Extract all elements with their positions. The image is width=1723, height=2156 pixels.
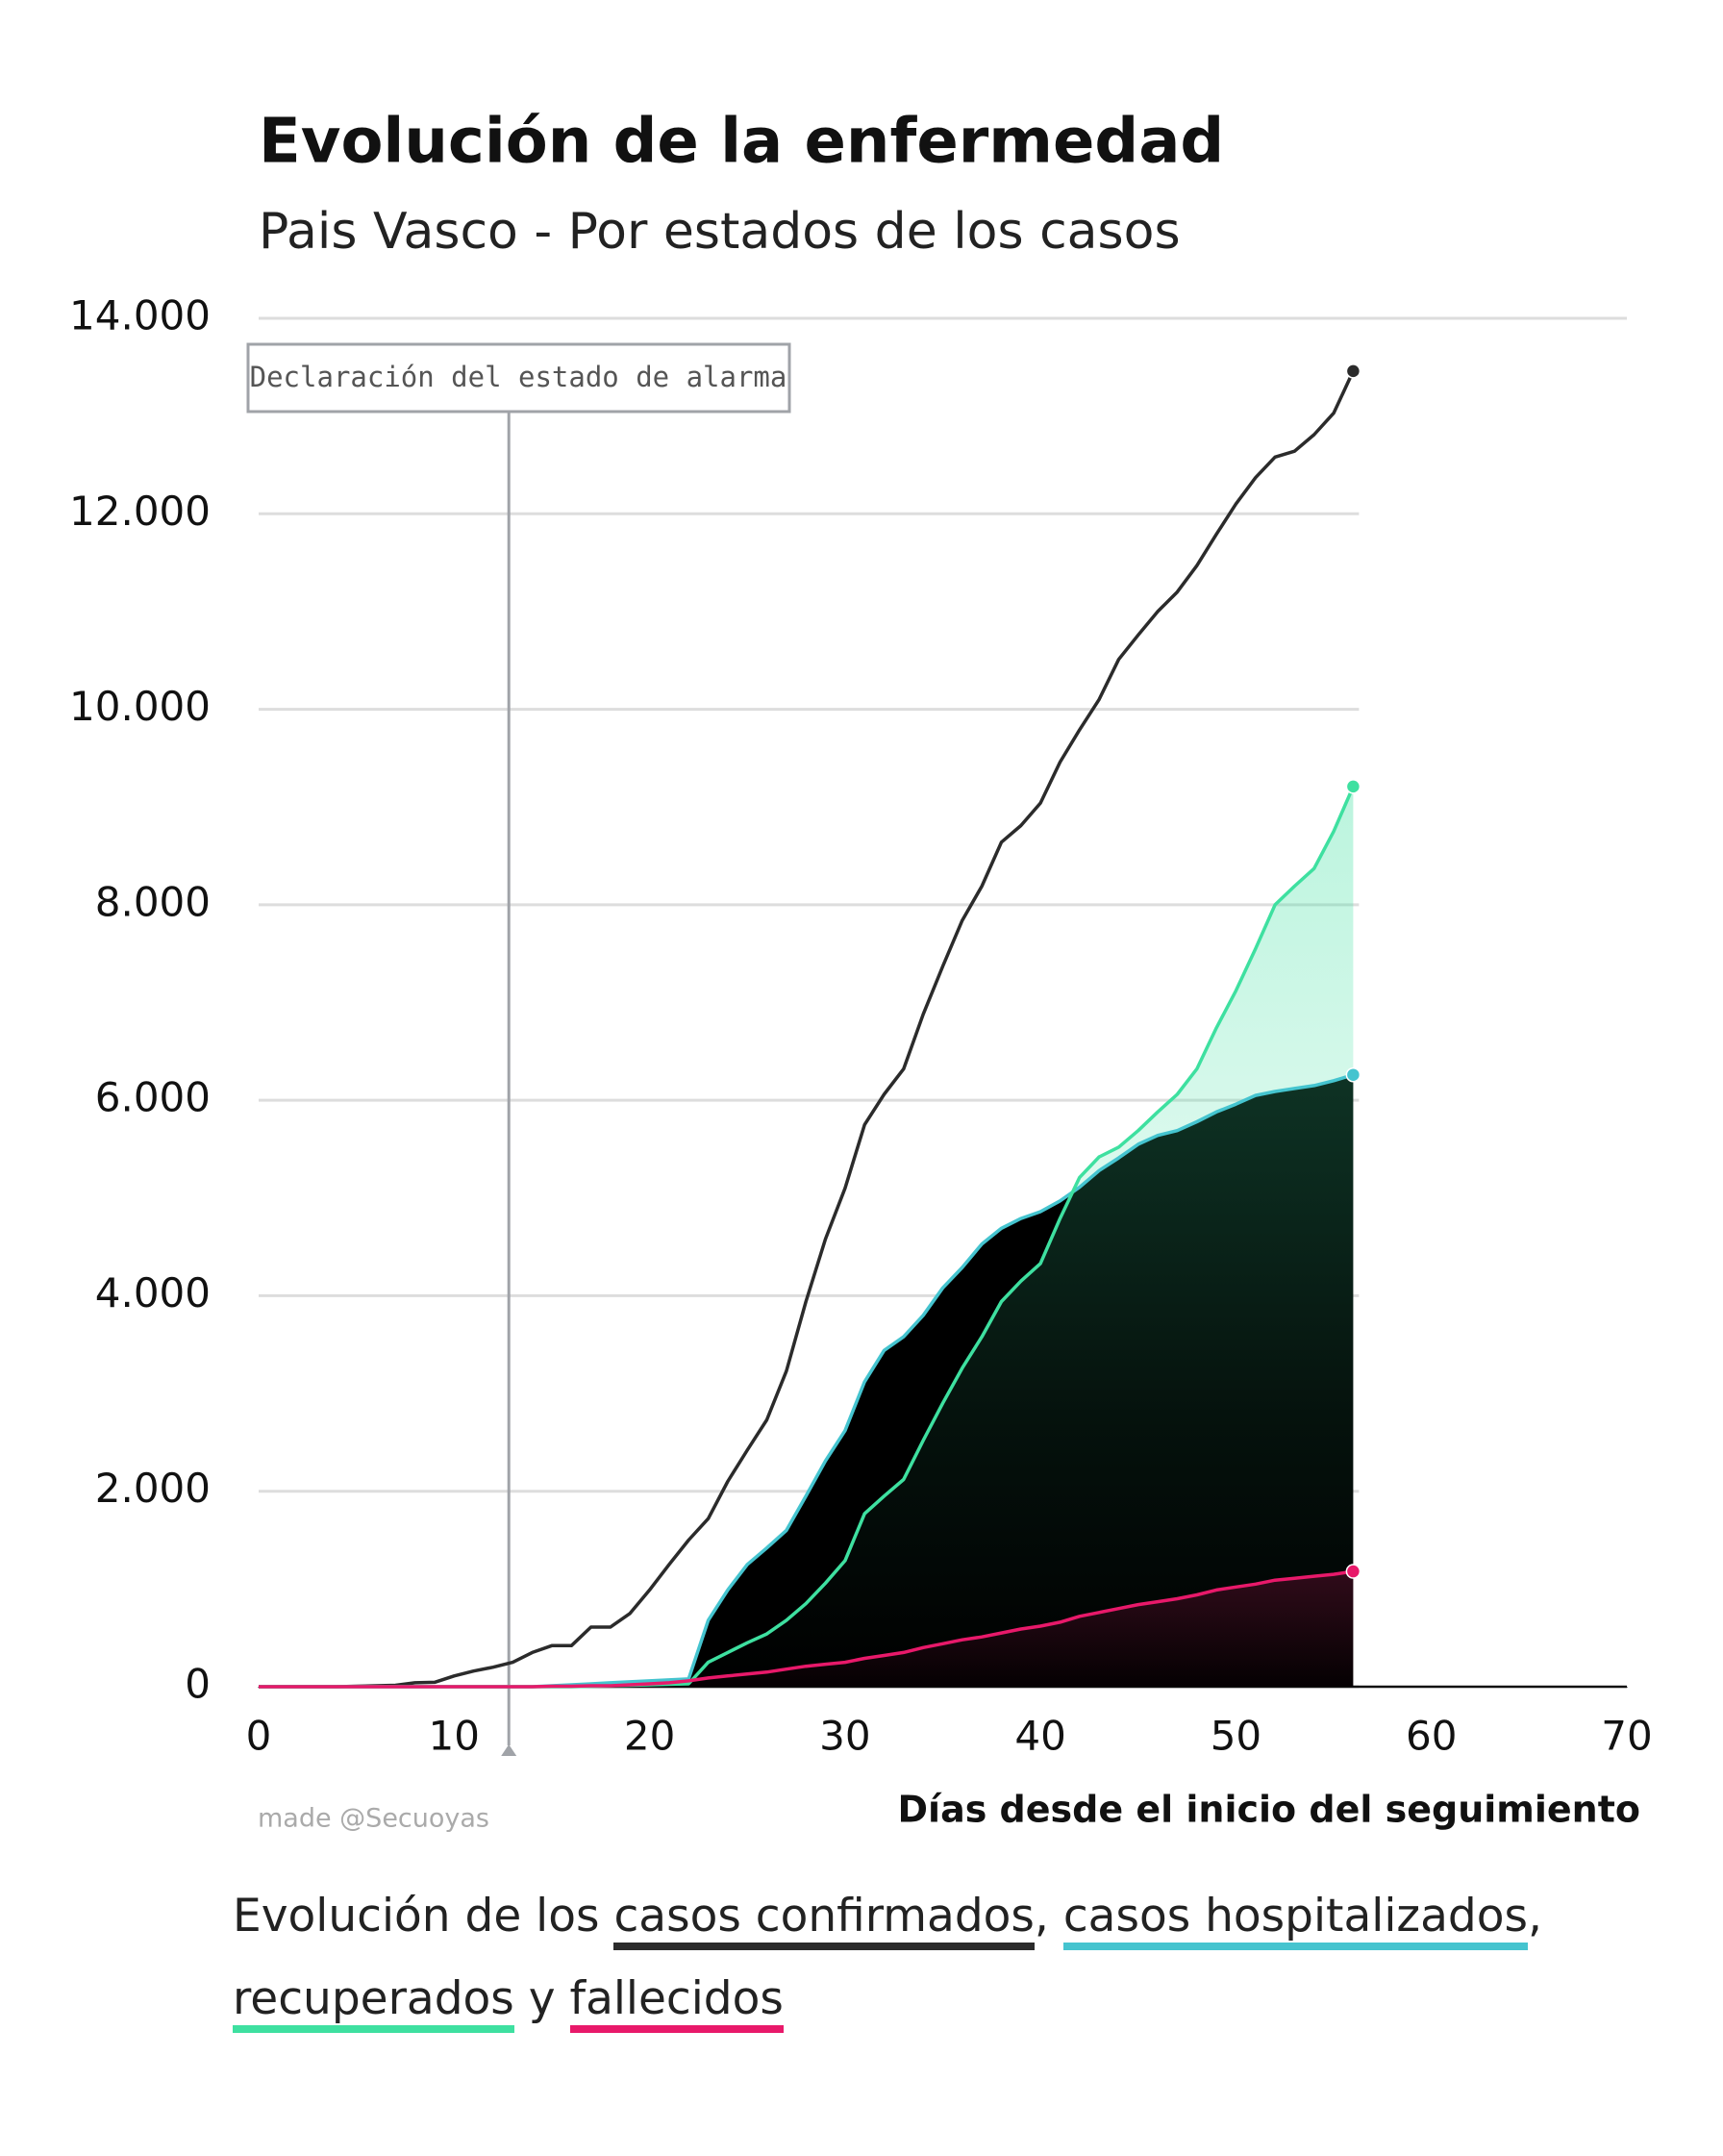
end-dot [1345,1564,1361,1579]
x-tick-label: 40 [1014,1713,1065,1760]
x-tick-label: 30 [819,1713,870,1760]
y-tick-label: 10.000 [69,683,211,730]
legend-entry: casos confirmados [613,1890,1035,1950]
line [259,370,1355,1689]
caption-text: , [1527,1890,1542,1943]
x-tick-label: 60 [1406,1713,1457,1760]
caption-text: , [1034,1890,1049,1943]
caption-text: y [528,1972,556,2025]
y-tick-label: 0 [185,1661,211,1708]
credit: made @Secuoyas [258,1804,489,1834]
x-tick-label: 50 [1211,1713,1261,1760]
annotation-text: Declaración del estado de alarma [250,361,787,393]
x-axis-label: Días desde el inicio del seguimiento [898,1789,1641,1831]
y-tick-label: 12.000 [69,488,211,535]
x-tick-label: 0 [246,1713,272,1760]
chart: Evolución de la enfermedad Pais Vasco - … [69,107,1653,1834]
legend-entry: casos hospitalizados [1062,1890,1528,1950]
end-dot [1345,1066,1361,1083]
chart-title: Evolución de la enfermedad [259,107,1224,178]
annotation-arrow [501,1744,517,1756]
area [259,1571,1354,1687]
end-dot [1345,364,1361,379]
y-tick-label: 14.000 [69,292,211,339]
end-dot [1345,779,1361,794]
line [259,1569,1354,1689]
x-tick-label: 10 [429,1713,480,1760]
annotation-box [246,342,791,414]
y-tick-label: 2.000 [95,1465,211,1512]
y-tick-label: 4.000 [95,1269,211,1316]
x-tick-label: 20 [624,1713,675,1760]
chart-subtitle: Pais Vasco - Por estados de los casos [259,203,1181,261]
y-tick-label: 6.000 [95,1074,211,1121]
y-tick-label: 8.000 [95,878,211,925]
x-tick-label: 70 [1601,1713,1652,1760]
legend-entry: fallecidos [569,1972,784,2033]
caption: Evolución de los casos confirmados, caso… [233,1875,1675,2041]
legend-entry: recuperados [233,1972,514,2033]
area [259,786,1354,1687]
caption-text: Evolución de los [233,1890,600,1943]
